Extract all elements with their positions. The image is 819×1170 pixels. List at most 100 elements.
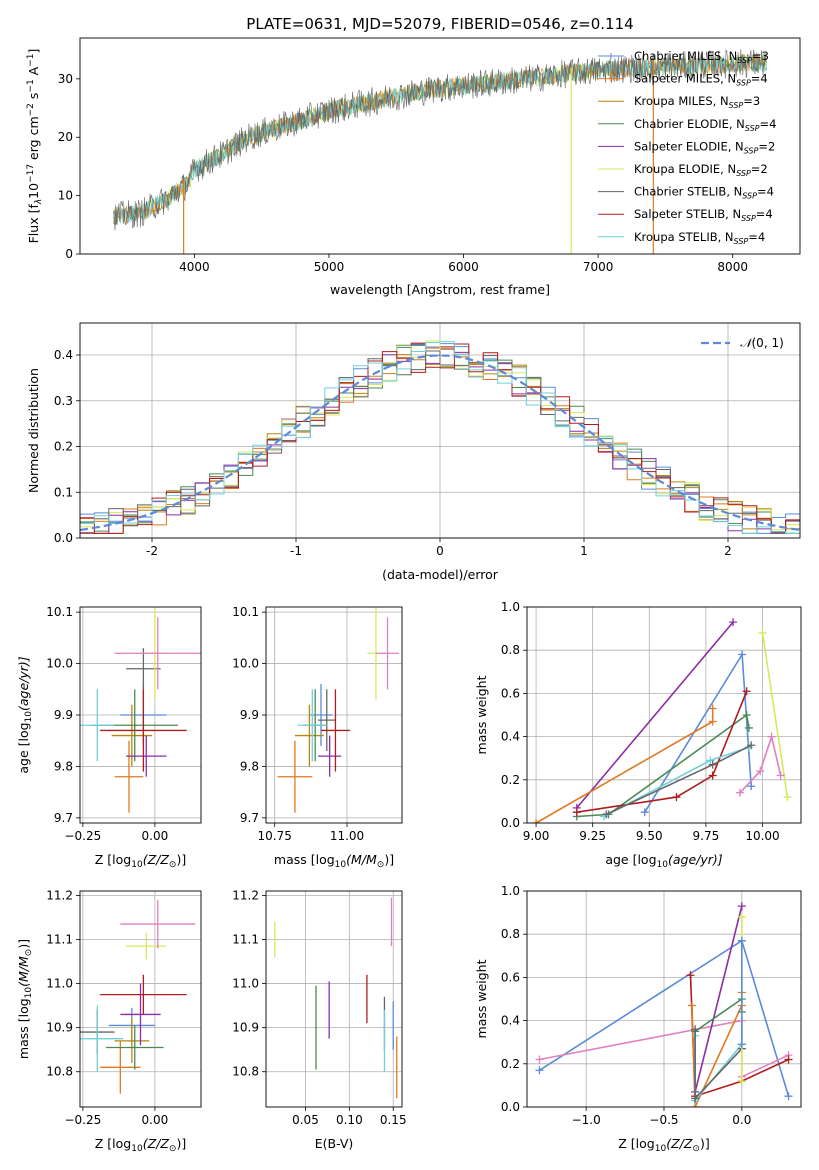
x-tick-label: 9.75 (693, 829, 720, 843)
x-tick-label: 0.10 (336, 1113, 363, 1127)
axes-frame (265, 890, 403, 1108)
series-marker (776, 771, 785, 780)
histogram-chabrier_stelib (80, 350, 800, 538)
series-marker (783, 793, 792, 802)
errorbar-point (294, 704, 324, 767)
legend-entry: Kroupa MILES, NSSP=3 (634, 94, 760, 110)
series-marker (640, 808, 649, 817)
axes-frame (526, 606, 802, 824)
histogram-salpeter_stelib (80, 343, 800, 538)
series-marker (708, 704, 717, 713)
weight-series (535, 902, 793, 1107)
x-tick-label: 1 (580, 544, 588, 558)
y-tick-label: 11.0 (232, 977, 259, 991)
x-tick-label: 9.00 (523, 829, 550, 843)
y-tick-label: 0.1 (54, 485, 73, 499)
y-tick-label: 9.8 (240, 759, 259, 773)
y-tick-label: 1.0 (501, 884, 520, 898)
x-tick-label: 0.00 (142, 829, 169, 843)
series-marker (706, 756, 715, 765)
y-tick-label: 11.2 (46, 888, 73, 902)
y-tick-label: 20 (58, 130, 73, 144)
x-tick-label: 0.00 (142, 1113, 169, 1127)
y-tick-label: 9.8 (54, 759, 73, 773)
histograms (80, 340, 800, 538)
axes-frame (79, 890, 202, 1108)
errorbar-point (126, 932, 167, 960)
x-tick-label: −0.5 (649, 1113, 678, 1127)
series-marker (767, 732, 776, 741)
legend-entry: Chabrier MILES, NSSP=3 (634, 49, 769, 65)
errorbar-point (277, 740, 313, 813)
axes-frame (265, 606, 403, 824)
y-tick-label: 10.0 (46, 657, 73, 671)
y-tick-label: 1.0 (501, 600, 520, 614)
legend-entry: 𝒩(0, 1) (740, 336, 784, 350)
weight-series-line (735, 732, 785, 797)
errorbar-point (120, 983, 161, 1046)
series-marker (784, 1092, 793, 1101)
y-tick-label: 11.0 (46, 977, 73, 991)
weight-series-line (691, 902, 746, 1096)
axes-frame (79, 322, 801, 539)
x-tick-label: 0.05 (292, 1113, 319, 1127)
series-marker (708, 717, 717, 726)
y-tick-label: 0.4 (501, 730, 520, 744)
y-tick-label: 0.0 (54, 531, 73, 545)
series-marker (572, 808, 581, 817)
axes-mass-vs-ebv: 0.05 0.10 0.15 10.8 10.9 11.0 11.1 11.2 E(B-V) (232, 888, 406, 1151)
x-tick-label: 10.75 (258, 829, 292, 843)
y-axis-label: Flux [fλ10−17 erg cm−2 s−1 A−1] (26, 49, 44, 244)
y-tick-label: 9.9 (54, 708, 73, 722)
weight-series (532, 618, 792, 823)
series-marker (747, 782, 756, 791)
weight-series-line (532, 704, 717, 823)
y-tick-label: 0.2 (501, 773, 520, 787)
legend-entry: Kroupa STELIB, NSSP=4 (634, 230, 765, 246)
errorbar-point (320, 689, 350, 772)
legend-entry: Chabrier ELODIE, NSSP=4 (634, 117, 776, 133)
errorbar-point (120, 899, 196, 949)
series-marker (737, 1077, 746, 1086)
axes-frame (79, 37, 801, 255)
errorbar-point (297, 689, 327, 762)
errorbar-point (80, 689, 115, 762)
errorbars (277, 607, 400, 813)
x-tick-label: 0 (436, 544, 444, 558)
x-tick-label: 11.00 (330, 829, 364, 843)
x-tick-label: 10.00 (745, 829, 779, 843)
errorbar-point (100, 1040, 141, 1094)
series-marker (532, 819, 541, 823)
spectrum-lines (113, 49, 767, 254)
legend-entry: Chabrier STELIB, NSSP=4 (634, 185, 774, 201)
series-marker (708, 760, 717, 769)
series-marker (708, 771, 717, 780)
series-path (761, 632, 789, 798)
series-path (689, 975, 789, 1098)
y-tick-label: 11.1 (232, 932, 259, 946)
series-path (739, 733, 782, 794)
y-tick-label: 11.2 (232, 888, 259, 902)
x-tick-label: −1.0 (572, 1113, 601, 1127)
x-tick-label: -2 (146, 544, 158, 558)
series-marker (737, 912, 746, 921)
weight-series-line (737, 936, 746, 1049)
errorbars (274, 897, 398, 1099)
y-tick-label: 10.8 (46, 1065, 73, 1079)
y-tick-label: 0.6 (501, 970, 520, 984)
errorbar-point (114, 740, 144, 813)
series-marker (535, 1055, 544, 1064)
series-path (694, 905, 743, 1093)
y-tick-label: 0.0 (501, 1100, 520, 1114)
spectrum-chabrier_stelib (113, 49, 767, 231)
x-axis-label: wavelength [Angstrom, rest frame] (330, 282, 550, 297)
errorbar-point (114, 617, 201, 690)
x-tick-label: 0.15 (380, 1113, 407, 1127)
weight-series-line (572, 711, 753, 821)
gaussian-curve (80, 354, 800, 532)
errorbars (80, 607, 201, 813)
weight-series-line (602, 741, 756, 819)
legend-marker (608, 53, 614, 59)
series-marker (602, 810, 611, 819)
